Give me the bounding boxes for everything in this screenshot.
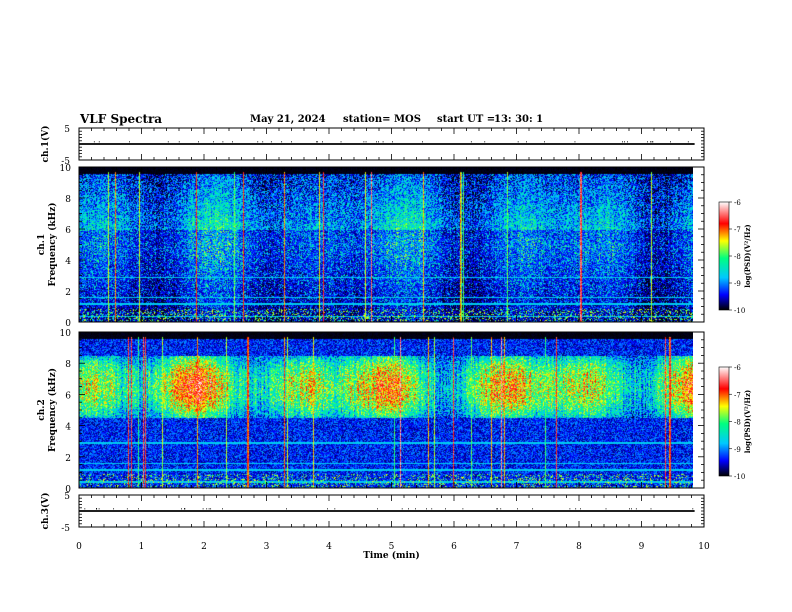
- spectrogram-image-ch2: [79, 332, 693, 488]
- figure-title: VLF Spectra: [80, 112, 163, 126]
- x-tick-label: 8: [576, 542, 582, 552]
- colorbar-label: log(PSD)(V²/Hz): [743, 224, 752, 288]
- x-tick-label: 1: [139, 542, 145, 552]
- x-tick-label: 3: [264, 542, 270, 552]
- colorbar: [718, 366, 730, 477]
- colorbar-tick-label: -8: [734, 253, 741, 261]
- start-time: 13: 30: 1: [494, 114, 544, 125]
- y-axis-label: ch.3(V): [40, 493, 51, 530]
- y-axis-label-frequency: Frequency (kHz): [47, 202, 58, 286]
- x-tick-label: 6: [451, 542, 457, 552]
- x-tick-label: 5: [389, 542, 395, 552]
- spectrogram-image-ch1: [79, 167, 693, 322]
- y-tick-label: 2: [65, 454, 71, 464]
- x-tick-label: 7: [514, 542, 520, 552]
- colorbar-tick-label: -6: [734, 199, 741, 207]
- y-tick-label: 10: [60, 164, 72, 174]
- colorbar-tick-label: -9: [734, 446, 741, 454]
- y-tick-label: 8: [65, 195, 71, 205]
- x-tick-label: 10: [698, 542, 710, 552]
- y-tick-label: 2: [65, 288, 71, 298]
- y-tick-label: 4: [65, 257, 71, 267]
- colorbar-tick-label: -10: [734, 473, 745, 481]
- y-tick-label: 0: [65, 319, 71, 329]
- colorbar-tick-label: -8: [734, 419, 741, 427]
- colorbar-tick-label: -7: [734, 226, 741, 234]
- y-tick-label: -5: [61, 157, 70, 167]
- y-tick-label: 0: [65, 485, 71, 495]
- y-tick-label: 6: [65, 226, 71, 236]
- y-tick-label: 6: [65, 391, 71, 401]
- y-tick-label: 8: [65, 360, 71, 370]
- y-tick-label: 10: [60, 329, 72, 339]
- x-tick-label: 9: [639, 542, 645, 552]
- start-label: start UT =: [437, 114, 496, 125]
- colorbar-tick-label: -10: [734, 307, 745, 315]
- y-tick-label: 5: [64, 492, 70, 502]
- x-tick-label: 4: [326, 542, 332, 552]
- colorbar-tick-label: -9: [734, 280, 741, 288]
- colorbar: [718, 201, 730, 311]
- colorbar-tick-label: -7: [734, 391, 741, 399]
- y-axis-label: ch.1(V): [40, 126, 51, 163]
- x-tick-label: 0: [76, 542, 82, 552]
- x-axis-label: Time (min): [363, 550, 420, 561]
- y-axis-label-channel: ch.1: [37, 234, 47, 255]
- date-label: May 21, 2024: [250, 114, 326, 125]
- station-label: station= MOS: [343, 114, 421, 125]
- y-axis-label-channel: ch.2: [37, 399, 47, 420]
- y-tick-label: 5: [64, 125, 70, 135]
- colorbar-label: log(PSD)(V²/Hz): [743, 390, 752, 454]
- x-tick-label: 2: [201, 542, 207, 552]
- y-axis-label-frequency: Frequency (kHz): [47, 368, 58, 452]
- colorbar-tick-label: -6: [734, 364, 741, 372]
- y-tick-label: 4: [65, 423, 71, 433]
- y-tick-label: -5: [61, 524, 70, 534]
